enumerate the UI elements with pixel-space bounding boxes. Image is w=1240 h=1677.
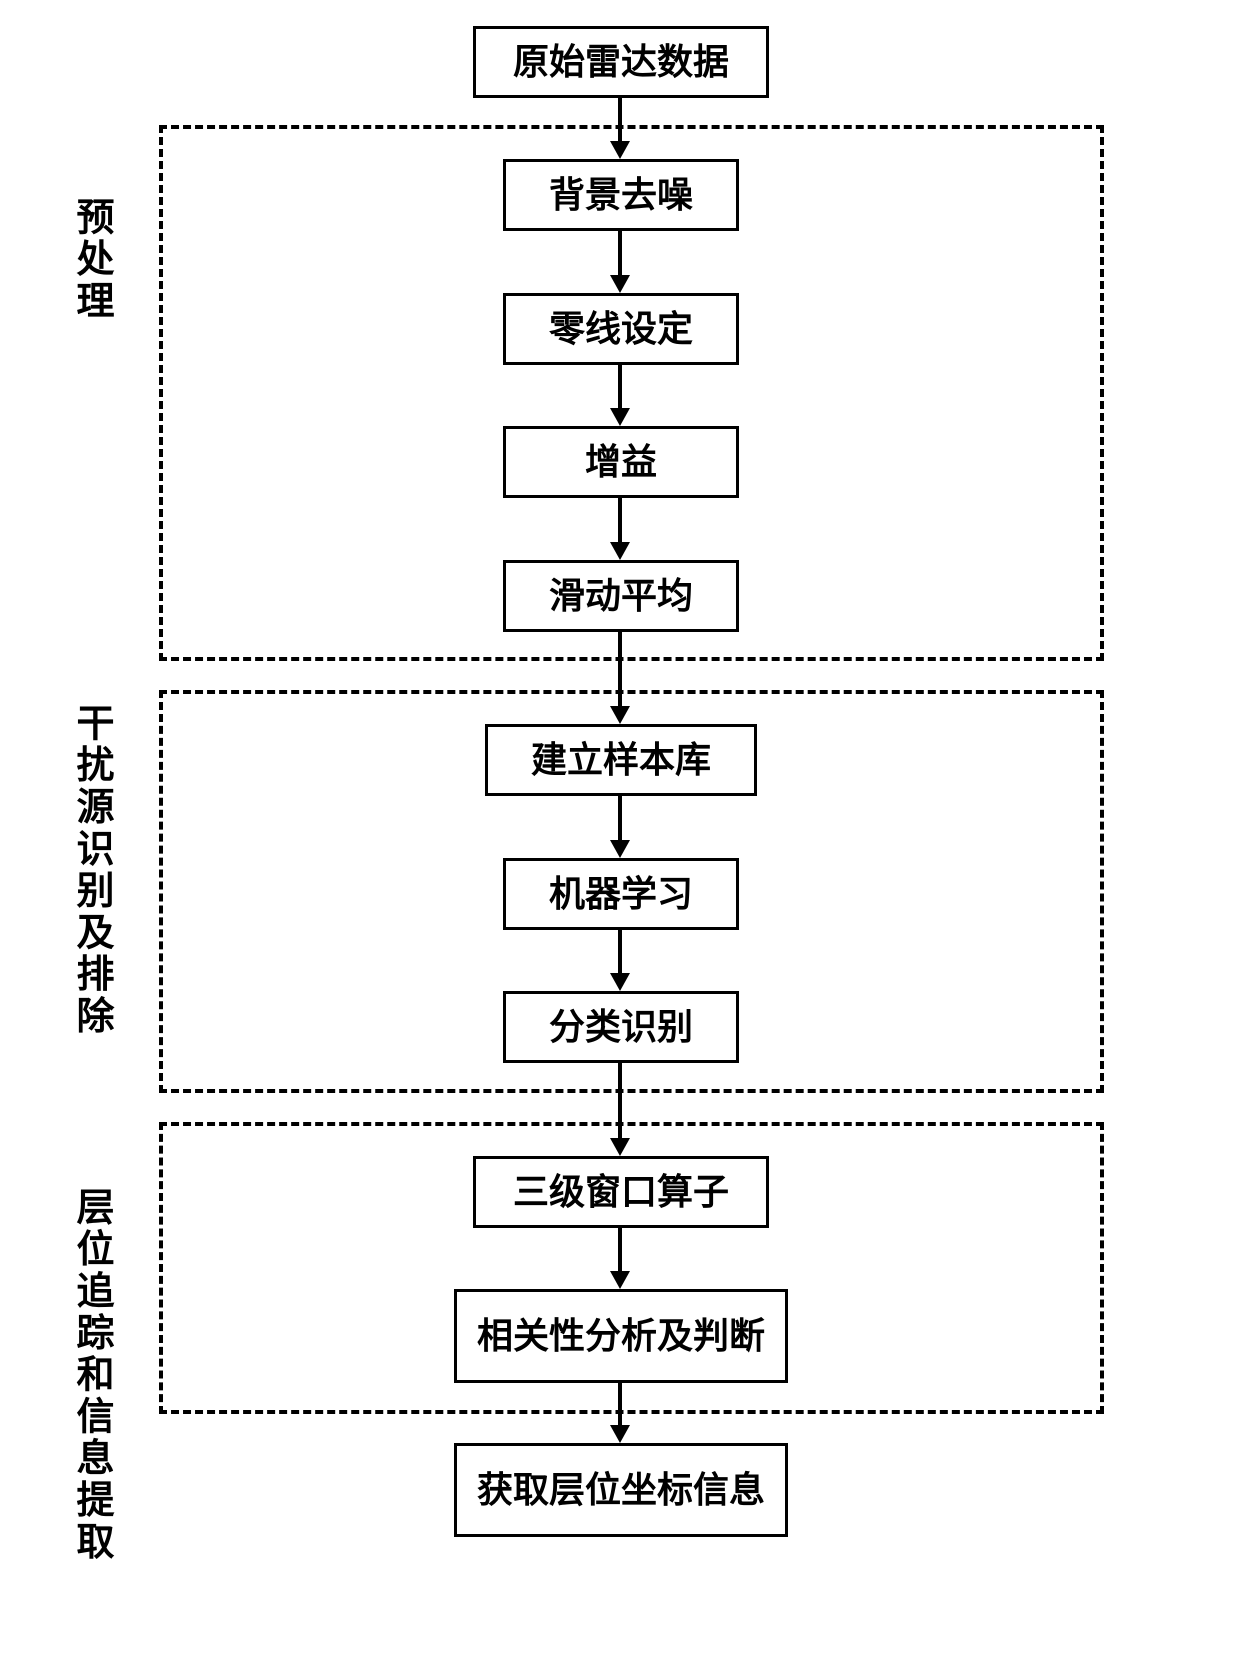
node-background-denoise: 背景去噪 (503, 159, 739, 231)
node-label: 建立样本库 (531, 737, 711, 784)
arrow-line (618, 231, 622, 275)
side-label-text: 干扰源识别及排除 (64, 703, 119, 1037)
node-zero-line: 零线设定 (503, 293, 739, 365)
arrow-head-icon (610, 973, 630, 991)
node-gain: 增益 (503, 426, 739, 498)
node-label: 增益 (585, 439, 657, 486)
arrow-line (618, 365, 622, 408)
arrow-line (618, 98, 622, 141)
node-classification: 分类识别 (503, 991, 739, 1063)
node-label: 分类识别 (549, 1004, 693, 1051)
arrow-head-icon (610, 141, 630, 159)
arrow-head-icon (610, 1271, 630, 1289)
arrow-line (618, 796, 622, 840)
arrow-line (618, 930, 622, 973)
node-machine-learning: 机器学习 (503, 858, 739, 930)
arrow-line (618, 1063, 622, 1138)
node-label: 零线设定 (549, 306, 693, 353)
node-correlation-analysis: 相关性分析及判断 (454, 1289, 788, 1383)
node-get-horizon-coords: 获取层位坐标信息 (454, 1443, 788, 1537)
arrow-head-icon (610, 1138, 630, 1156)
arrow-head-icon (610, 840, 630, 858)
side-label-tracking: 层位追踪和信息提取 (64, 1115, 119, 1635)
node-label: 机器学习 (549, 871, 693, 918)
flowchart-container: 预处理 干扰源识别及排除 层位追踪和信息提取 原始雷达数据 背景去噪 零线设定 … (0, 0, 1240, 1677)
node-label: 背景去噪 (549, 172, 693, 219)
side-label-preprocessing: 预处理 (64, 155, 119, 365)
arrow-line (618, 632, 622, 706)
arrow-line (618, 1383, 622, 1425)
node-label: 相关性分析及判断 (477, 1313, 765, 1360)
arrow-line (618, 1228, 622, 1271)
side-label-text: 预处理 (64, 197, 119, 322)
arrow-head-icon (610, 275, 630, 293)
node-moving-average: 滑动平均 (503, 560, 739, 632)
side-label-interference: 干扰源识别及排除 (64, 640, 119, 1100)
node-build-samples: 建立样本库 (485, 724, 757, 796)
node-raw-radar-data: 原始雷达数据 (473, 26, 769, 98)
arrow-head-icon (610, 1425, 630, 1443)
arrow-head-icon (610, 408, 630, 426)
node-label: 原始雷达数据 (513, 39, 729, 86)
side-label-text: 层位追踪和信息提取 (64, 1187, 119, 1563)
arrow-line (618, 498, 622, 542)
arrow-head-icon (610, 542, 630, 560)
node-three-level-window: 三级窗口算子 (473, 1156, 769, 1228)
arrow-head-icon (610, 706, 630, 724)
node-label: 滑动平均 (549, 573, 693, 620)
node-label: 获取层位坐标信息 (477, 1467, 765, 1514)
node-label: 三级窗口算子 (513, 1169, 729, 1216)
